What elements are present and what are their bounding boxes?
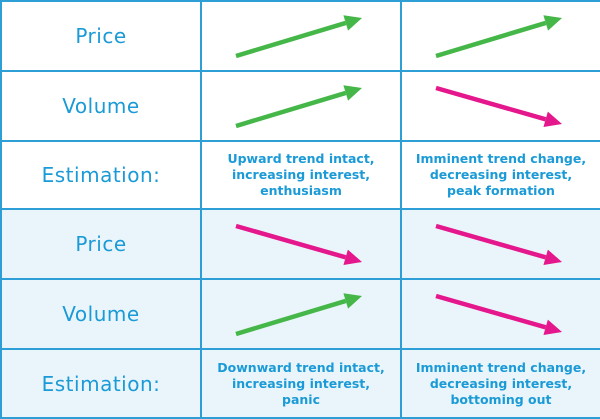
arrow-shaft: [435, 223, 547, 260]
estimation-line: Imminent trend change,: [415, 359, 587, 375]
volume-trend-cell: [200, 70, 402, 142]
volume-label-cell: Volume: [0, 278, 202, 350]
price-label-cell: Price: [0, 208, 202, 280]
estimation-line: decreasing interest,: [429, 167, 573, 182]
estimation-text: Upward trend intact, increasing interest…: [202, 151, 400, 199]
row-price-2: Price: [0, 208, 600, 280]
price-label: Price: [75, 24, 127, 48]
arrow-shaft: [235, 20, 347, 59]
estimation-label-cell: Estimation:: [0, 140, 202, 210]
arrow-head: [543, 111, 562, 128]
arrow-shaft: [435, 85, 547, 122]
row-estimation-1: Estimation: Upward trend intact, increas…: [0, 140, 600, 210]
arrow-head: [543, 319, 562, 336]
estimation-cell: Downward trend intact, increasing intere…: [200, 348, 402, 419]
arrow-shaft: [435, 20, 547, 59]
estimation-text: Downward trend intact, increasing intere…: [202, 360, 400, 408]
arrow-shaft: [235, 90, 347, 129]
estimation-line: panic: [282, 391, 320, 407]
estimation-line: decreasing interest,: [429, 375, 573, 391]
price-trend-cell: [200, 0, 402, 72]
price-trend-cell: [200, 208, 402, 280]
price-label: Price: [75, 232, 127, 256]
trend-arrow-icon: [435, 15, 562, 59]
estimation-cell: Upward trend intact, increasing interest…: [200, 140, 402, 210]
trend-arrow-icon: [435, 223, 562, 266]
trend-arrow-icon: [235, 85, 362, 129]
arrow-head: [543, 15, 562, 31]
row-price-1: Price: [0, 0, 600, 72]
trend-arrow-icon: [235, 293, 362, 337]
estimation-text: Imminent trend change, decreasing intere…: [402, 151, 600, 199]
estimation-line: peak formation: [447, 183, 555, 198]
arrow-shaft: [235, 223, 347, 260]
price-trend-cell: [400, 0, 600, 72]
estimation-line: increasing interest,: [231, 375, 371, 391]
row-volume-1: Volume: [0, 70, 600, 142]
estimation-line: Downward trend intact,: [217, 359, 385, 375]
trend-arrow-icon: [235, 15, 362, 59]
arrow-head: [343, 249, 362, 266]
estimation-line: Upward trend intact,: [227, 151, 375, 166]
volume-label-cell: Volume: [0, 70, 202, 142]
price-label-cell: Price: [0, 0, 202, 72]
estimation-label: Estimation:: [41, 371, 161, 396]
estimation-label-cell: Estimation:: [0, 348, 202, 419]
estimation-line: Imminent trend change,: [415, 151, 587, 166]
estimation-text: Imminent trend change, decreasing intere…: [402, 360, 600, 408]
estimation-label: Estimation:: [41, 163, 161, 187]
arrow-shaft: [435, 293, 547, 330]
estimation-cell: Imminent trend change, decreasing intere…: [400, 348, 600, 419]
arrow-shaft: [235, 298, 347, 337]
arrow-head: [343, 85, 362, 101]
estimation-line: increasing interest,: [231, 167, 371, 182]
trend-arrow-icon: [435, 85, 562, 128]
volume-trend-cell: [400, 278, 600, 350]
estimation-line: bottoming out: [450, 391, 552, 407]
volume-trend-cell: [400, 70, 600, 142]
arrow-head: [343, 15, 362, 31]
trend-arrow-icon: [235, 223, 362, 266]
volume-trend-cell: [200, 278, 402, 350]
row-volume-2: Volume: [0, 278, 600, 350]
row-estimation-2: Estimation: Downward trend intact, incre…: [0, 348, 600, 419]
arrow-head: [343, 293, 362, 309]
volume-label: Volume: [62, 94, 140, 118]
estimation-line: enthusiasm: [260, 183, 342, 198]
trend-arrow-icon: [435, 293, 562, 336]
estimation-cell: Imminent trend change, decreasing intere…: [400, 140, 600, 210]
volume-label: Volume: [62, 302, 140, 326]
price-trend-cell: [400, 208, 600, 280]
arrow-head: [543, 249, 562, 266]
